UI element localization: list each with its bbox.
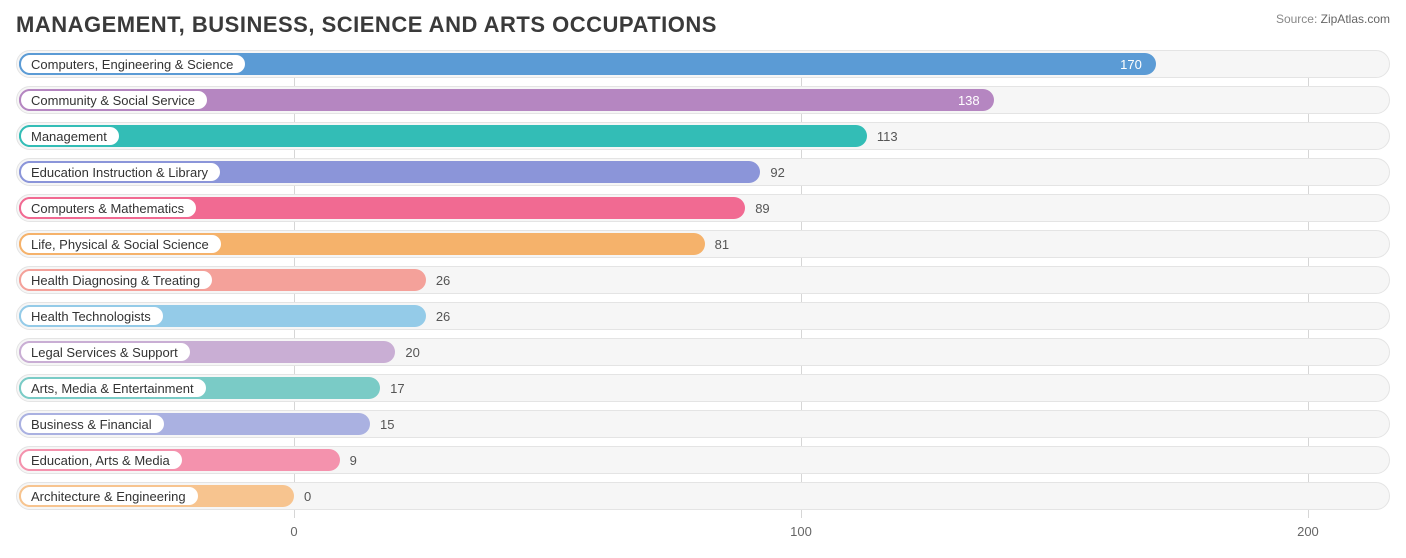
bar-value: 170	[1120, 50, 1142, 78]
bar-value: 9	[350, 446, 357, 474]
bar-value: 26	[436, 266, 450, 294]
source-label: Source:	[1276, 12, 1317, 26]
x-tick-label: 0	[290, 524, 297, 539]
bar-value: 89	[755, 194, 769, 222]
bar-value: 26	[436, 302, 450, 330]
bar-value: 138	[958, 86, 980, 114]
bar-label: Life, Physical & Social Science	[19, 233, 223, 255]
bar-row: Legal Services & Support 20	[16, 338, 1390, 366]
bar-value: 113	[877, 122, 898, 150]
bar-value: 20	[405, 338, 419, 366]
bar-label: Legal Services & Support	[19, 341, 192, 363]
bar-value: 17	[390, 374, 404, 402]
bar-fill	[19, 125, 867, 147]
bars-container: Computers, Engineering & Science170Commu…	[16, 50, 1390, 510]
bar-label: Community & Social Service	[19, 89, 209, 111]
bar-row: Computers, Engineering & Science 170	[16, 50, 1390, 78]
bar-label: Computers, Engineering & Science	[19, 53, 247, 75]
bar-value: 81	[715, 230, 729, 258]
plot-area: Computers, Engineering & Science170Commu…	[16, 50, 1390, 542]
chart-source: Source: ZipAtlas.com	[1276, 12, 1390, 26]
bar-label: Education, Arts & Media	[19, 449, 184, 471]
bar-value: 0	[304, 482, 311, 510]
bar-row: Education, Arts & Media 9	[16, 446, 1390, 474]
bar-label: Health Technologists	[19, 305, 165, 327]
x-tick-label: 100	[790, 524, 812, 539]
bar-value: 92	[770, 158, 784, 186]
bar-row: Architecture & Engineering 0	[16, 482, 1390, 510]
bar-label: Management	[19, 125, 121, 147]
source-name: ZipAtlas.com	[1321, 12, 1390, 26]
bar-label: Arts, Media & Entertainment	[19, 377, 208, 399]
x-axis: 0100200	[294, 522, 1390, 542]
bar-row: Health Technologists 26	[16, 302, 1390, 330]
bar-label: Architecture & Engineering	[19, 485, 200, 507]
bar-value: 15	[380, 410, 394, 438]
bar-row: Education Instruction & Library 92	[16, 158, 1390, 186]
bar-label: Computers & Mathematics	[19, 197, 198, 219]
chart-title: MANAGEMENT, BUSINESS, SCIENCE AND ARTS O…	[16, 12, 717, 38]
chart: Computers, Engineering & Science170Commu…	[16, 50, 1390, 542]
bar-label: Business & Financial	[19, 413, 166, 435]
bar-row: Business & Financial 15	[16, 410, 1390, 438]
bar-row: Arts, Media & Entertainment 17	[16, 374, 1390, 402]
bar-label: Education Instruction & Library	[19, 161, 222, 183]
bar-row: Management 113	[16, 122, 1390, 150]
x-tick-label: 200	[1297, 524, 1319, 539]
bar-row: Life, Physical & Social Science 81	[16, 230, 1390, 258]
bar-row: Computers & Mathematics 89	[16, 194, 1390, 222]
bar-row: Health Diagnosing & Treating 26	[16, 266, 1390, 294]
bar-label: Health Diagnosing & Treating	[19, 269, 214, 291]
bar-row: Community & Social Service 138	[16, 86, 1390, 114]
